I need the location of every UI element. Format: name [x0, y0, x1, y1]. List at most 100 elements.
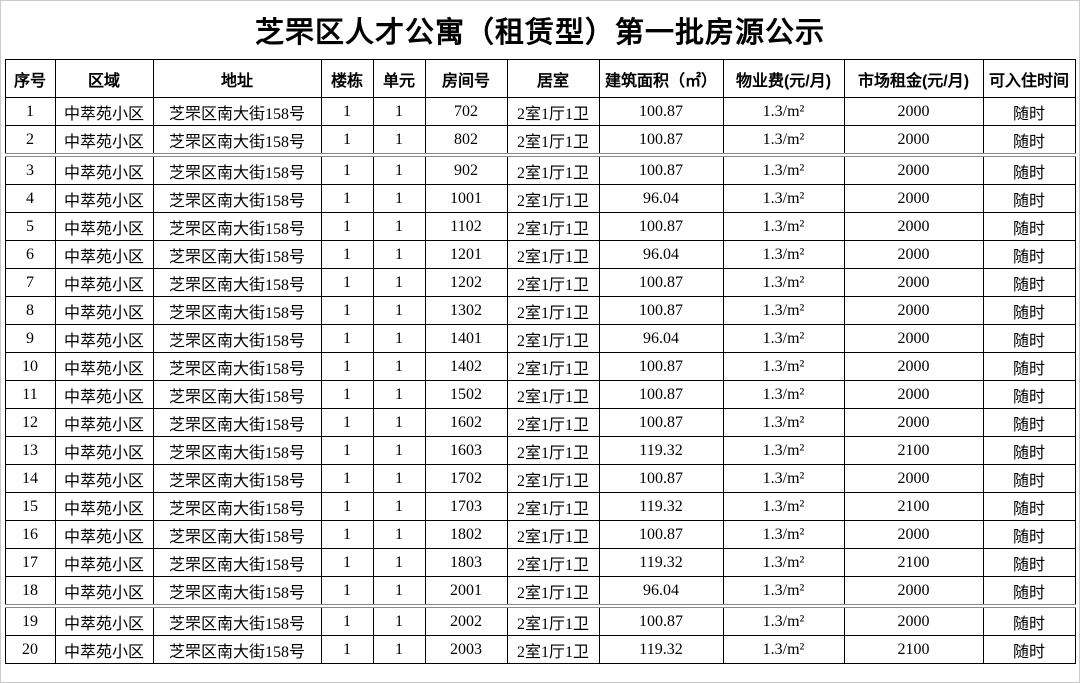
- cell-property-fee: 1.3/m²: [722, 576, 845, 607]
- cell-layout: 2室1厅1卫: [506, 352, 600, 381]
- cell-room-number: 802: [424, 125, 508, 156]
- column-header-building: 楼栋: [320, 59, 374, 98]
- cell-building: 1: [320, 464, 374, 493]
- cell-layout: 2室1厅1卫: [506, 153, 600, 185]
- cell-move-in-time: 随时: [982, 240, 1076, 269]
- cell-property-fee: 1.3/m²: [722, 635, 845, 664]
- table-row: 17 中萃苑小区 芝罘区南大街158号 1 1 1803 2室1厅1卫 119.32 1.3/m…: [4, 548, 1076, 577]
- cell-building: 1: [320, 240, 374, 269]
- cell-unit: 1: [372, 548, 426, 577]
- cell-layout: 2室1厅1卫: [506, 408, 600, 437]
- cell-property-fee: 1.3/m²: [722, 240, 845, 269]
- table-row: 6 中萃苑小区 芝罘区南大街158号 1 1 1201 2室1厅1卫 96.04 1.3/m² 2…: [4, 240, 1076, 269]
- cell-area: 100.87: [598, 352, 724, 381]
- cell-area: 96.04: [598, 184, 724, 213]
- cell-region: 中萃苑小区: [54, 240, 154, 269]
- cell-building: 1: [320, 184, 374, 213]
- column-header-market-rent: 市场租金(元/月): [843, 59, 984, 98]
- cell-index: 11: [4, 380, 56, 409]
- cell-building: 1: [320, 324, 374, 353]
- cell-property-fee: 1.3/m²: [722, 464, 845, 493]
- cell-property-fee: 1.3/m²: [722, 352, 845, 381]
- cell-market-rent: 2000: [843, 184, 984, 213]
- cell-room-number: 1702: [424, 464, 508, 493]
- cell-layout: 2室1厅1卫: [506, 464, 600, 493]
- cell-unit: 1: [372, 97, 426, 126]
- table-row: 2 中萃苑小区 芝罘区南大街158号 1 1 802 2室1厅1卫 100.87 1.3/m² 2…: [4, 125, 1076, 156]
- cell-unit: 1: [372, 268, 426, 297]
- cell-layout: 2室1厅1卫: [506, 380, 600, 409]
- cell-region: 中萃苑小区: [54, 153, 154, 185]
- cell-region: 中萃苑小区: [54, 268, 154, 297]
- cell-market-rent: 2000: [843, 520, 984, 549]
- cell-move-in-time: 随时: [982, 97, 1076, 126]
- cell-property-fee: 1.3/m²: [722, 184, 845, 213]
- cell-property-fee: 1.3/m²: [722, 324, 845, 353]
- cell-index: 5: [4, 212, 56, 241]
- cell-area: 96.04: [598, 576, 724, 607]
- cell-layout: 2室1厅1卫: [506, 212, 600, 241]
- cell-property-fee: 1.3/m²: [722, 604, 845, 636]
- column-header-region: 区域: [54, 59, 154, 98]
- cell-move-in-time: 随时: [982, 184, 1076, 213]
- cell-layout: 2室1厅1卫: [506, 635, 600, 664]
- cell-unit: 1: [372, 296, 426, 325]
- cell-property-fee: 1.3/m²: [722, 548, 845, 577]
- cell-region: 中萃苑小区: [54, 436, 154, 465]
- table-row: 20 中萃苑小区 芝罘区南大街158号 1 1 2003 2室1厅1卫 119.32 1.3/m…: [4, 635, 1076, 664]
- cell-room-number: 1602: [424, 408, 508, 437]
- table-row: 19 中萃苑小区 芝罘区南大街158号 1 1 2002 2室1厅1卫 100.87 1.3/m…: [4, 604, 1076, 636]
- cell-layout: 2室1厅1卫: [506, 324, 600, 353]
- cell-area: 119.32: [598, 492, 724, 521]
- cell-index: 14: [4, 464, 56, 493]
- cell-layout: 2室1厅1卫: [506, 184, 600, 213]
- cell-move-in-time: 随时: [982, 520, 1076, 549]
- cell-move-in-time: 随时: [982, 380, 1076, 409]
- column-header-address: 地址: [152, 59, 322, 98]
- cell-layout: 2室1厅1卫: [506, 125, 600, 156]
- cell-building: 1: [320, 604, 374, 636]
- cell-unit: 1: [372, 464, 426, 493]
- cell-area: 100.87: [598, 125, 724, 156]
- cell-area: 119.32: [598, 635, 724, 664]
- cell-address: 芝罘区南大街158号: [152, 212, 322, 241]
- cell-layout: 2室1厅1卫: [506, 296, 600, 325]
- cell-unit: 1: [372, 324, 426, 353]
- cell-address: 芝罘区南大街158号: [152, 125, 322, 156]
- cell-address: 芝罘区南大街158号: [152, 520, 322, 549]
- cell-index: 8: [4, 296, 56, 325]
- cell-property-fee: 1.3/m²: [722, 97, 845, 126]
- cell-building: 1: [320, 635, 374, 664]
- cell-unit: 1: [372, 212, 426, 241]
- cell-area: 100.87: [598, 212, 724, 241]
- cell-market-rent: 2000: [843, 240, 984, 269]
- cell-move-in-time: 随时: [982, 604, 1076, 636]
- cell-room-number: 1201: [424, 240, 508, 269]
- cell-address: 芝罘区南大街158号: [152, 268, 322, 297]
- cell-market-rent: 2000: [843, 268, 984, 297]
- cell-building: 1: [320, 352, 374, 381]
- cell-property-fee: 1.3/m²: [722, 296, 845, 325]
- cell-unit: 1: [372, 492, 426, 521]
- table-row: 10 中萃苑小区 芝罘区南大街158号 1 1 1402 2室1厅1卫 100.87 1.3/m…: [4, 352, 1076, 381]
- cell-address: 芝罘区南大街158号: [152, 548, 322, 577]
- table-body: 1 中萃苑小区 芝罘区南大街158号 1 1 702 2室1厅1卫 100.87 1.3/m² 2…: [4, 97, 1076, 664]
- cell-property-fee: 1.3/m²: [722, 268, 845, 297]
- cell-address: 芝罘区南大街158号: [152, 97, 322, 126]
- cell-index: 4: [4, 184, 56, 213]
- cell-index: 16: [4, 520, 56, 549]
- cell-area: 100.87: [598, 153, 724, 185]
- cell-market-rent: 2000: [843, 604, 984, 636]
- cell-room-number: 1202: [424, 268, 508, 297]
- cell-building: 1: [320, 576, 374, 607]
- cell-region: 中萃苑小区: [54, 492, 154, 521]
- cell-index: 9: [4, 324, 56, 353]
- table-row: 11 中萃苑小区 芝罘区南大街158号 1 1 1502 2室1厅1卫 100.87 1.3/m…: [4, 380, 1076, 409]
- cell-room-number: 1302: [424, 296, 508, 325]
- cell-area: 100.87: [598, 296, 724, 325]
- table-row: 14 中萃苑小区 芝罘区南大街158号 1 1 1702 2室1厅1卫 100.87 1.3/m…: [4, 464, 1076, 493]
- cell-region: 中萃苑小区: [54, 296, 154, 325]
- cell-address: 芝罘区南大街158号: [152, 464, 322, 493]
- cell-unit: 1: [372, 153, 426, 185]
- cell-room-number: 1502: [424, 380, 508, 409]
